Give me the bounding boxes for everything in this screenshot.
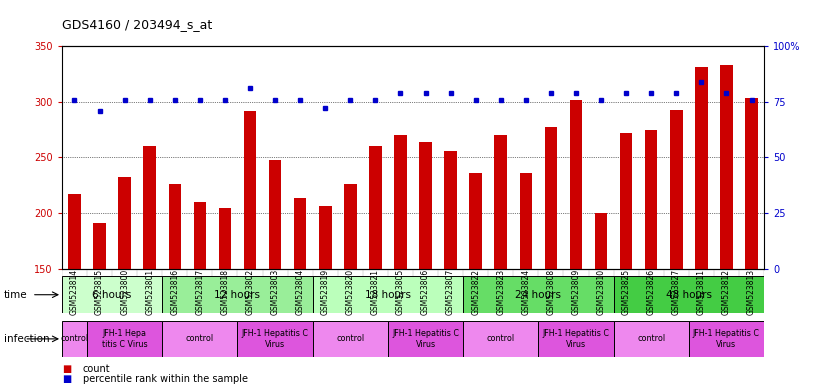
Bar [394,135,406,269]
Bar [162,276,313,313]
Text: JFH-1 Hepa
titis C Virus: JFH-1 Hepa titis C Virus [102,329,148,349]
Text: 18 hours: 18 hours [365,290,411,300]
Text: GSM523802: GSM523802 [245,269,254,315]
Text: GSM523823: GSM523823 [496,269,506,315]
Text: GSM523812: GSM523812 [722,269,731,315]
Bar [144,146,156,269]
Bar [118,177,131,269]
Text: GSM523816: GSM523816 [170,269,179,315]
Bar [87,321,162,357]
Text: GSM523803: GSM523803 [271,269,279,315]
Bar [344,184,357,269]
Bar [219,208,231,269]
Bar [244,111,256,269]
Bar [463,276,614,313]
Bar [369,146,382,269]
Bar [745,98,757,269]
Text: GSM523820: GSM523820 [346,269,355,315]
Text: JFH-1 Hepatitis C
Virus: JFH-1 Hepatitis C Virus [543,329,610,349]
Bar [539,321,614,357]
Bar [294,197,306,269]
Text: 24 hours: 24 hours [515,290,562,300]
Text: infection: infection [4,334,50,344]
Text: GDS4160 / 203494_s_at: GDS4160 / 203494_s_at [62,18,212,31]
Bar [570,99,582,269]
Text: ■: ■ [62,374,71,384]
Text: control: control [637,334,665,343]
Bar [162,321,238,357]
Text: GSM523810: GSM523810 [596,269,605,315]
Bar [169,184,181,269]
Text: GSM523827: GSM523827 [672,269,681,315]
Bar [689,321,764,357]
Bar [444,151,457,269]
Text: GSM523804: GSM523804 [296,269,305,315]
Text: GSM523825: GSM523825 [622,269,630,315]
Bar [495,135,507,269]
Text: GSM523809: GSM523809 [572,269,581,315]
Bar [62,321,87,357]
Text: control: control [336,334,364,343]
Text: ■: ■ [62,364,71,374]
Bar [720,65,733,269]
Bar [469,173,482,269]
Text: GSM523801: GSM523801 [145,269,154,315]
Bar [313,321,388,357]
Text: GSM523821: GSM523821 [371,269,380,315]
Text: GSM523817: GSM523817 [196,269,204,315]
Text: JFH-1 Hepatitis C
Virus: JFH-1 Hepatitis C Virus [693,329,760,349]
Bar [614,321,689,357]
Text: GSM523826: GSM523826 [647,269,656,315]
Text: 48 hours: 48 hours [666,290,712,300]
Bar [93,223,106,269]
Bar [670,109,682,269]
Text: time: time [4,290,28,300]
Text: GSM523806: GSM523806 [421,269,430,315]
Bar [193,202,206,269]
Text: count: count [83,364,110,374]
Text: GSM523800: GSM523800 [120,269,129,315]
Text: GSM523813: GSM523813 [747,269,756,315]
Text: GSM523818: GSM523818 [221,269,230,315]
Bar [420,142,432,269]
Text: 12 hours: 12 hours [215,290,260,300]
Text: GSM523807: GSM523807 [446,269,455,315]
Text: GSM523814: GSM523814 [70,269,79,315]
Text: percentile rank within the sample: percentile rank within the sample [83,374,248,384]
Bar [319,207,331,269]
Bar [520,173,532,269]
Bar [62,276,162,313]
Text: GSM523815: GSM523815 [95,269,104,315]
Bar [463,321,539,357]
Text: GSM523811: GSM523811 [697,269,706,315]
Bar [544,127,558,269]
Text: GSM523805: GSM523805 [396,269,405,315]
Text: control: control [487,334,515,343]
Text: control: control [60,334,88,343]
Bar [614,276,764,313]
Text: JFH-1 Hepatitis C
Virus: JFH-1 Hepatitis C Virus [241,329,309,349]
Text: control: control [186,334,214,343]
Bar [695,67,708,269]
Bar [313,276,463,313]
Text: GSM523824: GSM523824 [521,269,530,315]
Bar [645,130,657,269]
Text: GSM523822: GSM523822 [471,269,480,315]
Text: GSM523819: GSM523819 [320,269,330,315]
Text: 6 hours: 6 hours [93,290,132,300]
Bar [620,133,633,269]
Bar [268,160,282,269]
Bar [69,194,81,269]
Bar [595,213,607,269]
Bar [238,321,313,357]
Text: JFH-1 Hepatitis C
Virus: JFH-1 Hepatitis C Virus [392,329,459,349]
Text: GSM523808: GSM523808 [547,269,555,315]
Bar [388,321,463,357]
